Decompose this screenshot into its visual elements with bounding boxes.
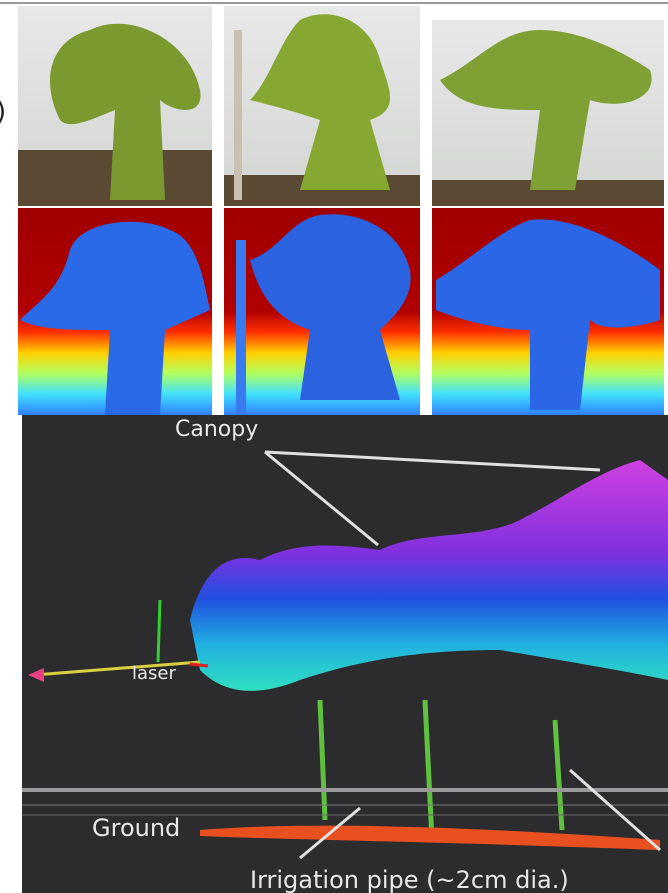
canopy-label: Canopy — [175, 417, 258, 442]
irrigation-label: Irrigation pipe (~2cm dia.) — [250, 866, 569, 893]
depth-3 — [432, 208, 664, 415]
laser-label: laser — [132, 663, 176, 684]
laser-axis-z — [158, 600, 160, 662]
post — [234, 30, 242, 200]
photo-1 — [18, 6, 212, 206]
depth-2 — [224, 208, 420, 415]
depth-post — [236, 240, 246, 415]
figure: ) — [0, 0, 668, 893]
page: ) — [0, 0, 668, 893]
ground-label: Ground — [92, 814, 180, 842]
depth-1 — [18, 208, 212, 415]
photo-3 — [432, 20, 664, 206]
laser-axis-y — [190, 664, 208, 666]
point-cloud-panel: Canopy laser Ground Irrigation pipe (~2c… — [22, 415, 668, 893]
panel-marker: ) — [0, 97, 6, 127]
photo-2 — [224, 6, 420, 206]
